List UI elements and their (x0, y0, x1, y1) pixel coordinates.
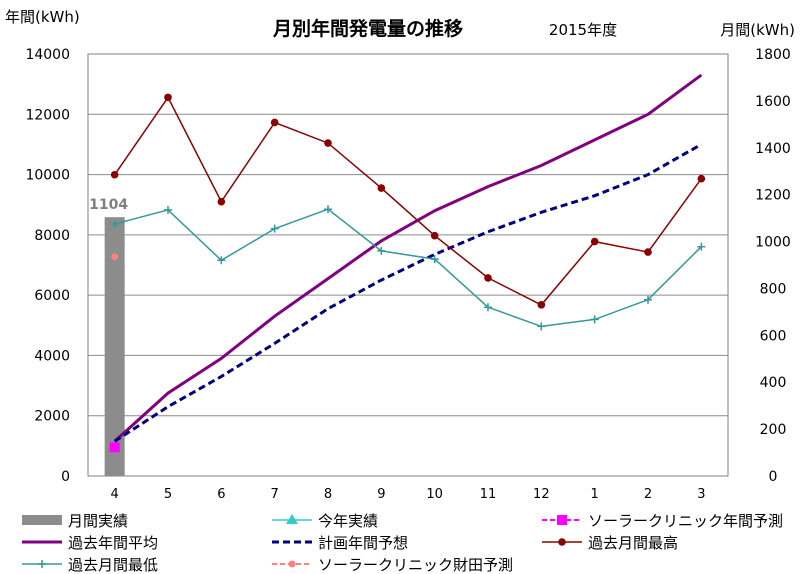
data-point (324, 139, 332, 147)
gridlines (88, 113, 728, 417)
legend-swatch (22, 515, 62, 525)
data-point (110, 170, 119, 179)
y-right-tick-label: 600 (760, 328, 787, 344)
bar-data-label: 1104 (89, 197, 128, 213)
y-left-tick-label: 14000 (25, 47, 70, 63)
data-point (377, 246, 386, 255)
left-axis-label: 年間(kWh) (5, 8, 80, 26)
legend-label: ソーラークリニック財田予測 (318, 556, 513, 574)
data-point (697, 174, 706, 183)
data-point (644, 248, 652, 256)
chart-subtitle: 2015年度 (549, 21, 617, 39)
data-point (111, 253, 119, 261)
legend-label: 計画年間予想 (318, 534, 408, 552)
x-tick-label: 4 (111, 487, 119, 502)
x-tick-label: 5 (164, 487, 172, 502)
legend-label: 過去年間平均 (68, 534, 158, 552)
y-left-tick-label: 8000 (34, 228, 70, 244)
data-point (324, 205, 332, 214)
legend-label: 月間実績 (68, 512, 128, 530)
x-tick-label: 10 (426, 487, 443, 502)
legend-marker (286, 514, 298, 524)
legend-marker (288, 560, 296, 568)
data-point (270, 118, 279, 127)
legend-marker (38, 560, 46, 568)
data-point (484, 303, 492, 312)
data-point (697, 242, 706, 251)
legend-label: 過去月間最高 (588, 534, 678, 552)
series-line (114, 95, 702, 306)
y-left-tick-label: 4000 (34, 348, 70, 364)
y-left-tick-label: 6000 (34, 288, 70, 304)
data-point (110, 219, 119, 228)
axis-ticks: 0 2000 4000 6000 8000 10000 12000 14000 0 200 400 6… (25, 47, 790, 502)
data-point (164, 205, 172, 214)
x-tick-label: 7 (271, 487, 279, 502)
y-right-tick-label: 200 (760, 422, 787, 438)
data-point (109, 442, 120, 453)
data-point (590, 237, 599, 246)
y-right-tick-label: 1200 (755, 188, 791, 204)
data-point (217, 256, 226, 265)
legend-label: 今年実績 (318, 512, 378, 530)
y-right-tick-label: 1000 (755, 235, 791, 251)
data-point (164, 93, 172, 102)
legend-label: ソーラークリニック年間予測 (588, 512, 783, 530)
y-right-tick-label: 0 (769, 469, 778, 485)
legend-marker (557, 515, 567, 525)
series-line (113, 73, 703, 443)
legend-label: 過去月間最低 (68, 556, 158, 574)
x-tick-label: 8 (324, 487, 332, 502)
x-tick-label: 2 (644, 487, 652, 502)
x-tick-label: 1 (591, 487, 599, 502)
y-right-tick-label: 800 (760, 281, 787, 297)
y-right-tick-label: 1400 (755, 141, 791, 157)
y-left-tick-label: 2000 (34, 409, 70, 425)
data-point (217, 197, 226, 206)
series-line (114, 208, 702, 328)
y-right-tick-label: 1800 (755, 47, 791, 63)
data-point (377, 184, 386, 192)
y-left-tick-label: 0 (61, 469, 70, 485)
right-axis-label: 月間(kWh) (720, 21, 795, 39)
x-tick-label: 12 (533, 487, 550, 502)
x-tick-label: 6 (217, 487, 225, 502)
data-point (484, 274, 492, 282)
y-right-tick-label: 400 (760, 375, 787, 391)
data-point (537, 301, 546, 309)
data-point (644, 295, 652, 304)
data-point (430, 231, 439, 240)
plot-area-border (87, 53, 729, 477)
bar-monthly-actual (104, 217, 125, 476)
chart-marks: 1104 (89, 73, 706, 476)
chart-title: 月別年間発電量の推移 (272, 17, 463, 40)
series-line (113, 143, 703, 443)
y-left-tick-label: 10000 (25, 168, 70, 184)
y-right-tick-label: 1600 (755, 94, 791, 110)
x-tick-label: 3 (697, 487, 705, 502)
data-point (590, 315, 599, 324)
x-tick-label: 9 (377, 487, 385, 502)
legend-marker (558, 538, 566, 546)
x-tick-label: 11 (480, 487, 497, 502)
data-point (430, 255, 439, 264)
y-left-tick-label: 12000 (25, 107, 70, 123)
data-point (270, 224, 279, 233)
data-point (537, 322, 546, 331)
